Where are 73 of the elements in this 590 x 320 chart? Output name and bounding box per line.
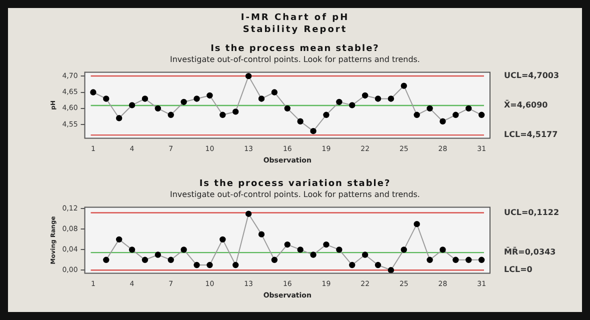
point: [180, 246, 187, 253]
point: [323, 112, 330, 118]
point: [180, 98, 187, 106]
point: [271, 89, 278, 96]
point: [168, 112, 174, 118]
point: [336, 246, 342, 253]
chart-subtitle: Investigate out-of-control points. Look for patterns and trends.: [169, 55, 421, 65]
point: [284, 105, 290, 112]
point: [349, 262, 356, 268]
point: [206, 262, 213, 268]
point: [194, 262, 200, 268]
point: [426, 105, 433, 112]
point: [466, 105, 472, 112]
point: [103, 96, 110, 102]
point: [400, 246, 408, 253]
point: [258, 231, 265, 238]
point: [142, 256, 148, 263]
point: [362, 92, 368, 99]
point: [128, 102, 136, 108]
chart-subtitle: Investigate out-of-control points. Look for patterns and trends.: [169, 190, 421, 200]
point: [374, 96, 382, 102]
point: [466, 256, 472, 263]
point: [440, 246, 446, 253]
point: [478, 256, 485, 263]
point: [388, 96, 394, 102]
point: [310, 128, 316, 134]
point: [245, 72, 252, 80]
point: [323, 241, 330, 248]
point: [452, 112, 459, 118]
point: [452, 256, 459, 263]
point: [258, 96, 265, 102]
point: [440, 118, 446, 124]
ref-line-label: LCL=4,5177: [504, 130, 558, 140]
point: [388, 267, 394, 274]
point: [426, 256, 433, 263]
chart-title: Is the process variation stable?: [198, 179, 392, 190]
point: [297, 246, 304, 253]
point: [245, 210, 252, 217]
point: [154, 105, 162, 112]
point: [271, 256, 278, 263]
point: [220, 112, 226, 118]
point: [310, 252, 316, 258]
point: [336, 98, 342, 106]
point: [128, 246, 136, 253]
point: [90, 89, 96, 96]
point: [194, 96, 200, 102]
point: [349, 102, 356, 108]
ref-line-label: UCL=0,1122: [504, 208, 560, 217]
point: [103, 256, 110, 263]
point: [142, 96, 148, 102]
point: [414, 220, 420, 228]
point: [362, 252, 368, 258]
point: [400, 82, 408, 89]
point: [154, 252, 162, 258]
point: [284, 241, 290, 248]
ref-line-label: X̄=4,6090: [504, 99, 548, 110]
point: [297, 118, 304, 124]
point: [232, 108, 239, 115]
chart-title: Is the process mean stable?: [210, 44, 380, 55]
text: Stability Report: [242, 24, 348, 36]
point: [414, 112, 420, 118]
text: I-MR Chart of pH: [240, 12, 350, 24]
point: [232, 262, 239, 268]
ref-line-label: LCL=0: [504, 265, 533, 274]
point: [116, 115, 122, 122]
point: [374, 262, 382, 268]
point: [116, 236, 122, 243]
point: [220, 236, 226, 243]
ref-line-label: UCL=4,7003: [504, 71, 560, 80]
point: [168, 256, 174, 263]
point: [478, 112, 485, 118]
ref-line-label: M̄R̄=0,0343: [504, 246, 556, 257]
point: [206, 92, 213, 99]
